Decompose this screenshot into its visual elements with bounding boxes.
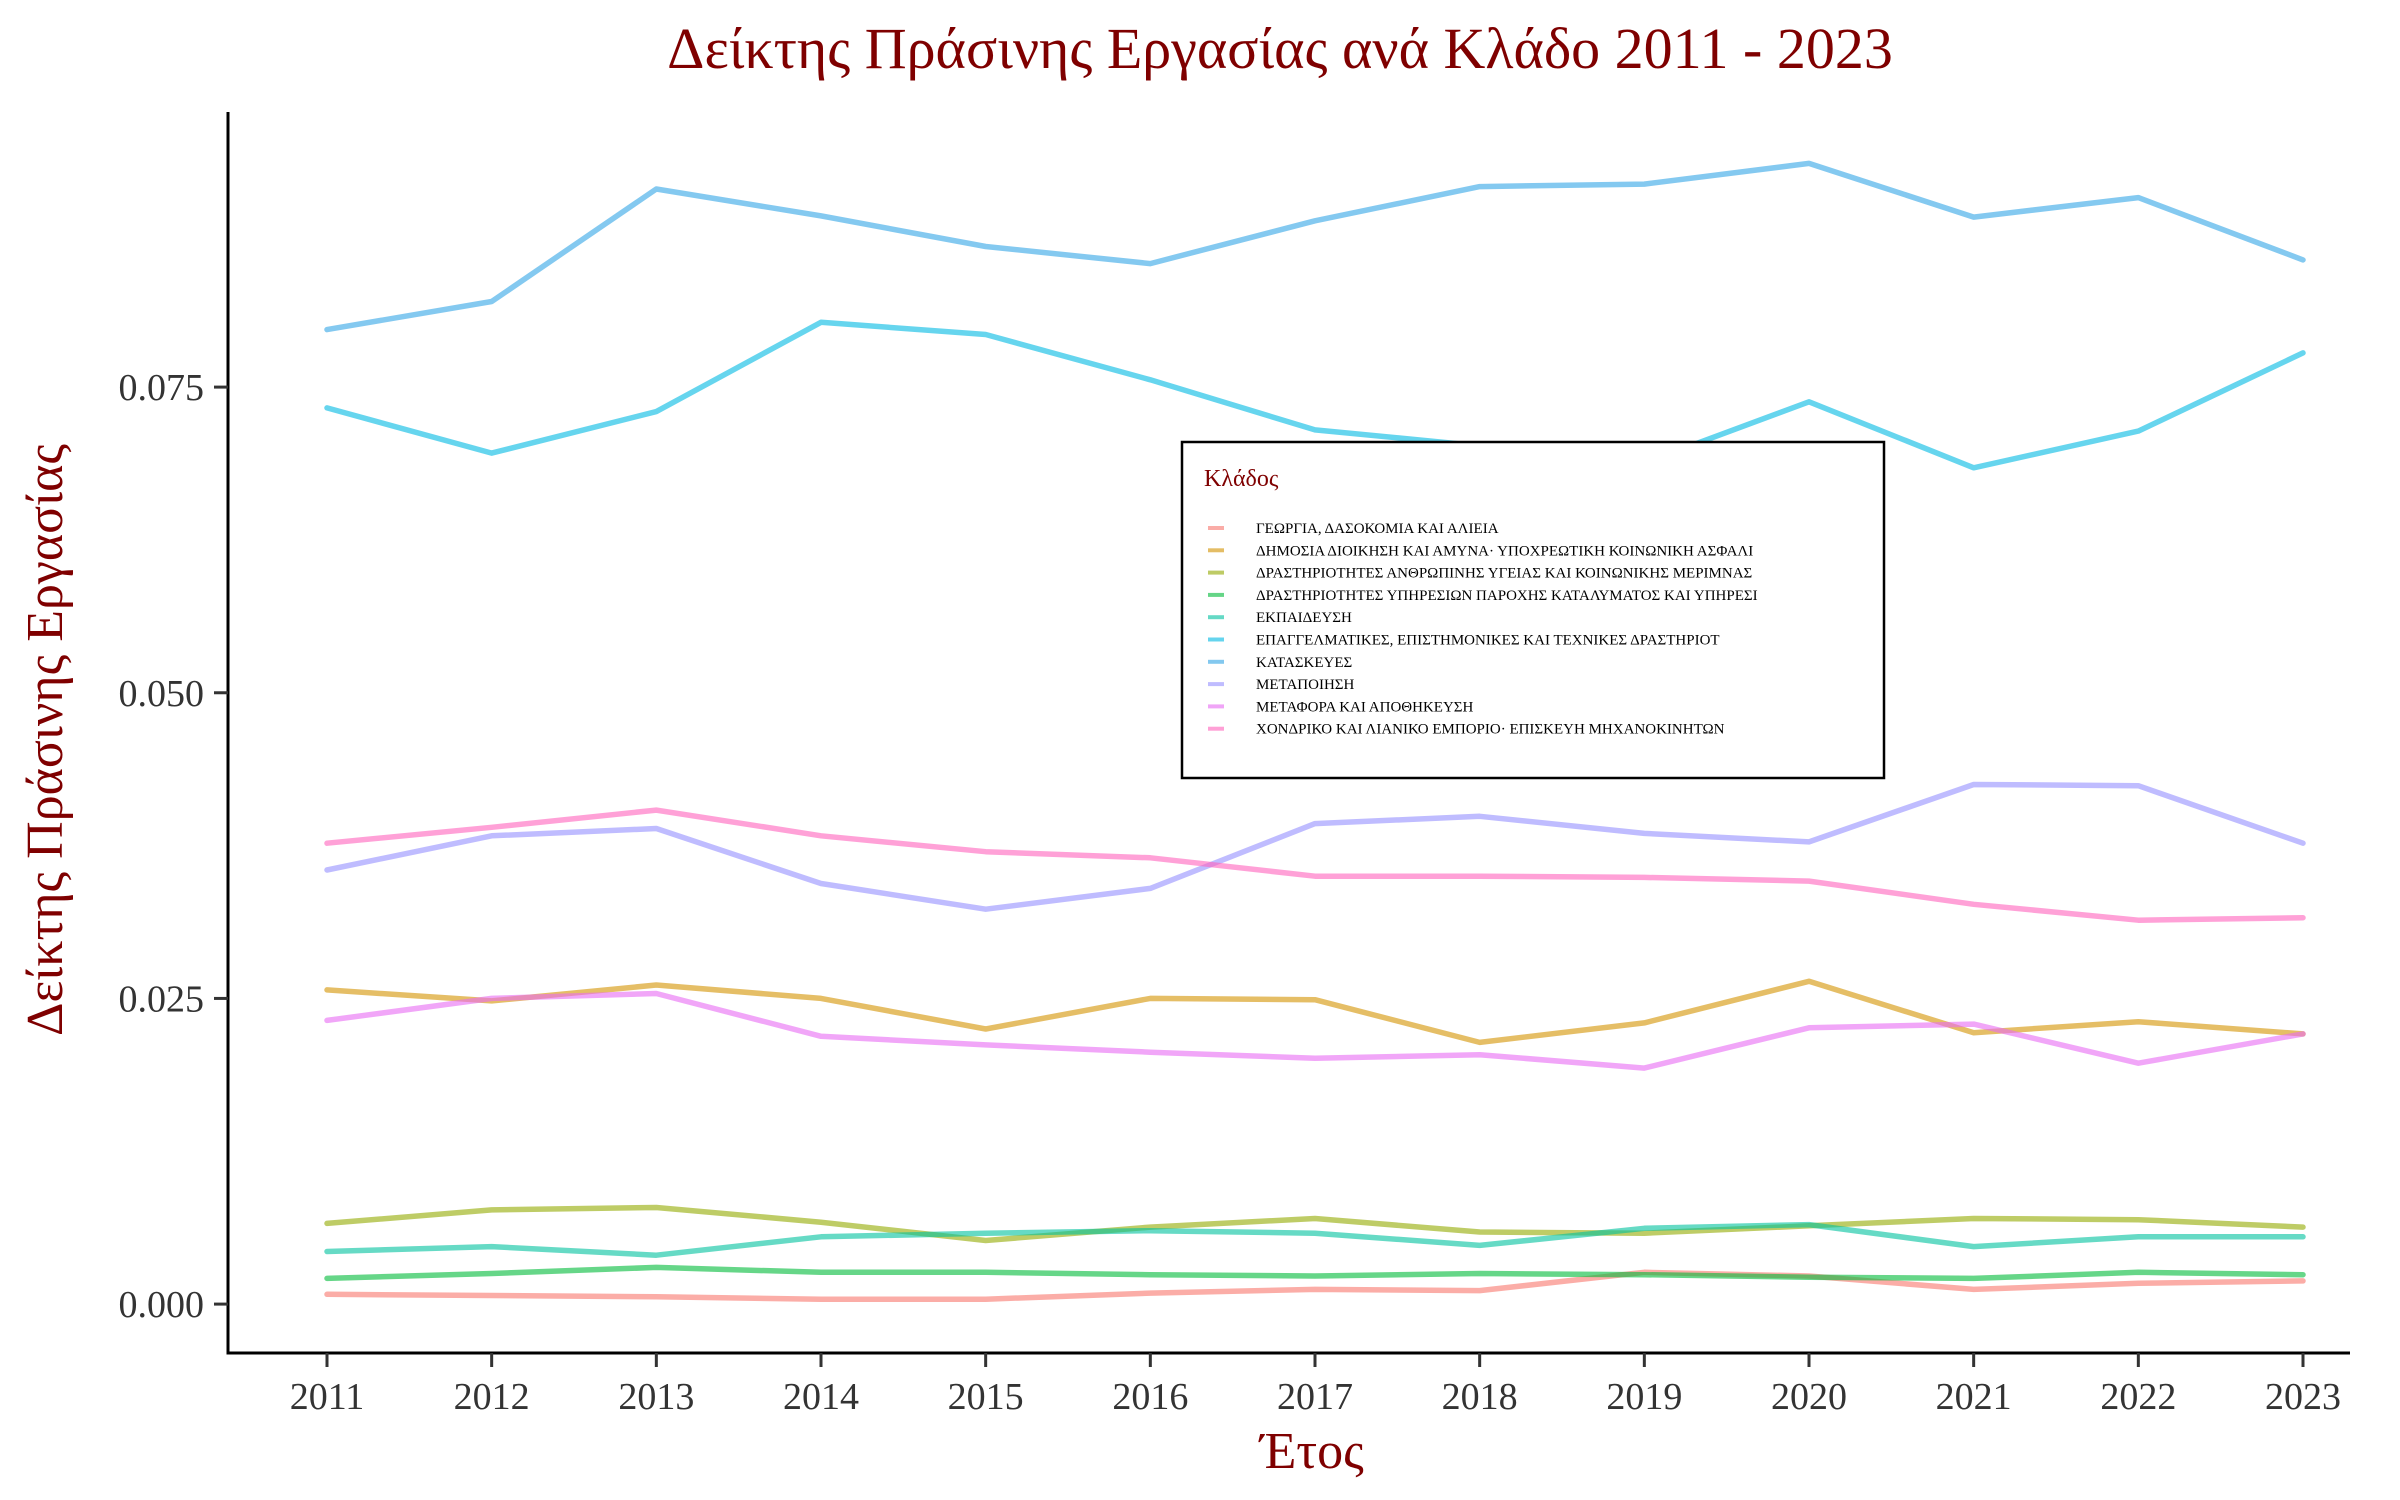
- x-axis-title: Έτος: [1258, 1423, 1364, 1480]
- legend-title: Κλάδος: [1204, 466, 1279, 492]
- chart-title: Δείκτης Πράσινης Εργασίας ανά Κλάδο 2011…: [667, 16, 1893, 81]
- series-line-5: [324, 1221, 2306, 1258]
- x-tick-label: 2016: [1112, 1376, 1188, 1418]
- legend-label-10: ΧΟΝΔΡΙΚΟ ΚΑΙ ΛΙΑΝΙΚΟ ΕΜΠΟΡΙΟ· ΕΠΙΣΚΕΥΗ Μ…: [1256, 722, 1725, 738]
- legend-label-9: ΜΕΤΑΦΟΡΑ ΚΑΙ ΑΠΟΘΗΚΕΥΣΗ: [1256, 699, 1474, 715]
- y-tick-label: 0.000: [119, 1284, 205, 1326]
- series-line-6: [324, 319, 2306, 471]
- legend: Κλάδος ΓΕΩΡΓΙΑ, ΔΑΣΟΚΟΜΙΑ ΚΑΙ ΑΛΙΕΙΑ ΔΗΜΟΣ…: [1180, 440, 1886, 780]
- axes: 0.000 0.025 0.050 0.075 2011 2012 2013 2014 2015…: [119, 112, 2350, 1418]
- series-line-10: [324, 807, 2306, 923]
- plot-lines: [324, 160, 2306, 1302]
- x-tick-label: 2022: [2100, 1376, 2176, 1418]
- series-line-1: [324, 1269, 2306, 1302]
- legend-label-6: ΕΠΑΓΓΕΛΜΑΤΙΚΕΣ, ΕΠΙΣΤΗΜΟΝΙΚΕΣ ΚΑΙ ΤΕΧΝΙΚ…: [1256, 633, 1720, 649]
- x-tick-label: 2014: [783, 1376, 859, 1418]
- legend-label-4: ΔΡΑΣΤΗΡΙΟΤΗΤΕΣ ΥΠΗΡΕΣΙΩΝ ΠΑΡΟΧΗΣ ΚΑΤΑΛΥΜ…: [1256, 588, 1758, 604]
- legend-label-2: ΔΗΜΟΣΙΑ ΔΙΟΙΚΗΣΗ ΚΑΙ ΑΜΥΝΑ· ΥΠΟΧΡΕΩΤΙΚΗ …: [1256, 543, 1753, 559]
- series-line-7: [324, 160, 2306, 333]
- x-tick-label: 2015: [948, 1376, 1024, 1418]
- legend-label-8: ΜΕΤΑΠΟΙΗΣΗ: [1256, 677, 1355, 693]
- x-tick-label: 2023: [2265, 1376, 2341, 1418]
- x-tick-label: 2020: [1771, 1376, 1847, 1418]
- legend-label-1: ΓΕΩΡΓΙΑ, ΔΑΣΟΚΟΜΙΑ ΚΑΙ ΑΛΙΕΙΑ: [1256, 521, 1499, 537]
- x-tick-label: 2013: [618, 1376, 694, 1418]
- x-tick-label: 2019: [1606, 1376, 1682, 1418]
- series-line-4: [324, 1264, 2306, 1282]
- legend-box: [1180, 440, 1886, 780]
- y-tick-label: 0.050: [119, 673, 205, 715]
- y-tick-label: 0.075: [119, 367, 205, 409]
- series-line-8: [324, 781, 2306, 912]
- y-axis-title-group: Δείκτης Πράσινης Εργασίας: [17, 444, 74, 1036]
- series-line-3: [324, 1204, 2306, 1244]
- y-axis-title: Δείκτης Πράσινης Εργασίας: [17, 444, 74, 1036]
- x-tick-label: 2017: [1277, 1376, 1353, 1418]
- x-tick-label: 2012: [454, 1376, 530, 1418]
- x-tick-label: 2011: [290, 1376, 365, 1418]
- legend-label-7: ΚΑΤΑΣΚΕΥΕΣ: [1256, 655, 1352, 671]
- series-line-9: [324, 990, 2306, 1071]
- x-tick-label: 2018: [1442, 1376, 1518, 1418]
- y-tick-label: 0.025: [119, 978, 205, 1020]
- series-line-2: [324, 978, 2306, 1046]
- x-tick-label: 2021: [1936, 1376, 2012, 1418]
- legend-label-5: ΕΚΠΑΙΔΕΥΣΗ: [1256, 610, 1352, 626]
- legend-label-3: ΔΡΑΣΤΗΡΙΟΤΗΤΕΣ ΑΝΘΡΩΠΙΝΗΣ ΥΓΕΙΑΣ ΚΑΙ ΚΟΙ…: [1256, 566, 1752, 582]
